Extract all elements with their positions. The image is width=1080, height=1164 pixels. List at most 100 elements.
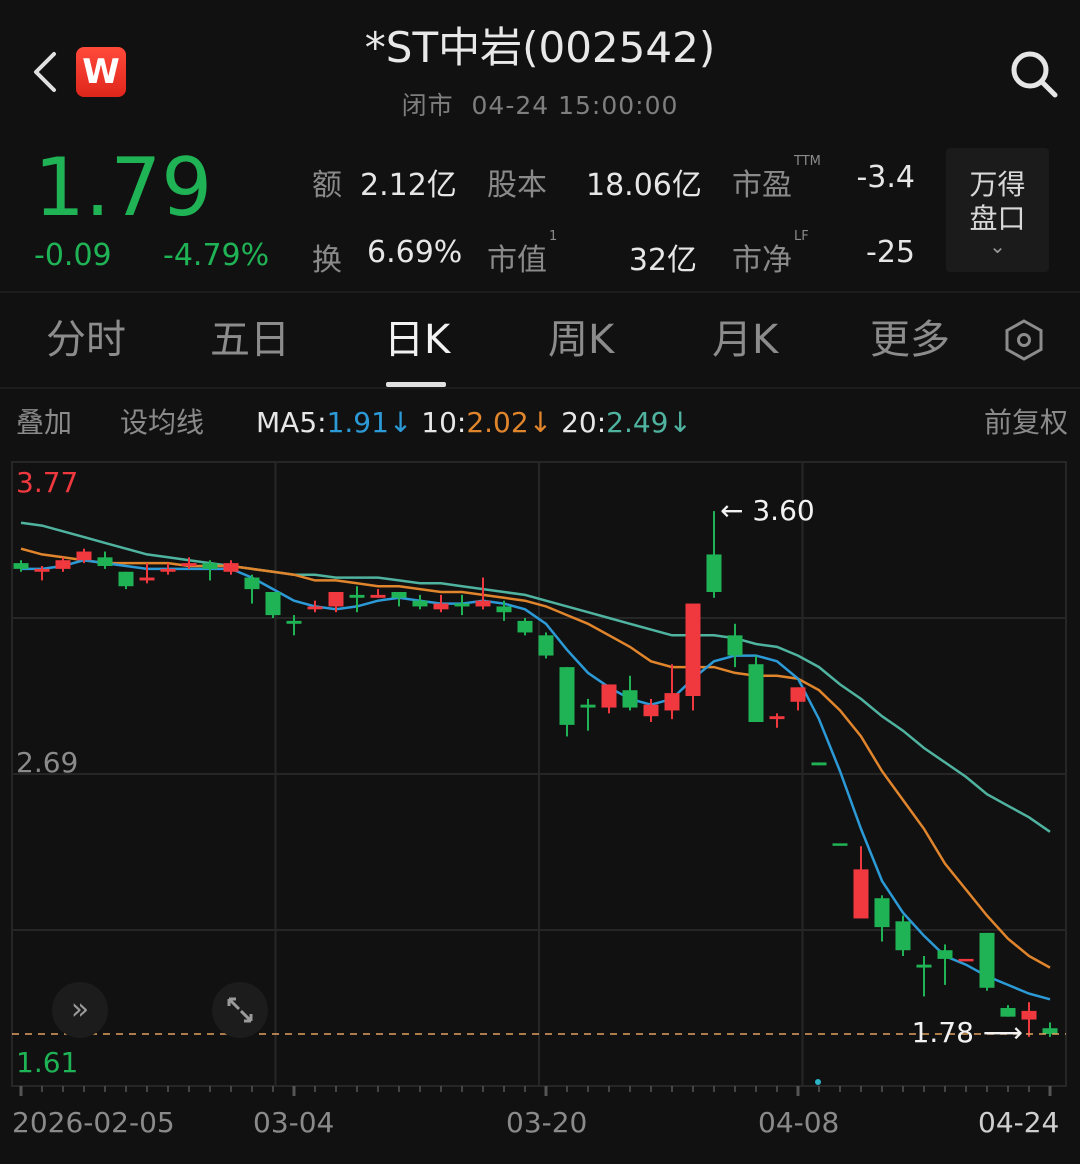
candle [412, 594, 428, 610]
scroll-right-button[interactable]: » [52, 982, 108, 1038]
candle-body [160, 568, 176, 572]
candle-body [34, 568, 50, 572]
wind-logo[interactable]: W [76, 47, 126, 97]
search-icon[interactable] [1008, 48, 1060, 100]
candle-body [265, 592, 281, 616]
ma5-line [21, 558, 1051, 1001]
hexagon-settings-icon[interactable] [1002, 318, 1046, 362]
stat-label-turnover: 换 [312, 243, 342, 278]
candle-body [391, 592, 407, 598]
status-text: 闭市 [401, 91, 454, 120]
divider [0, 291, 1080, 293]
candle [1021, 1002, 1037, 1037]
expand-icon [227, 997, 253, 1023]
candle [1000, 1005, 1016, 1017]
tab-five-day[interactable]: 五日 [210, 317, 290, 363]
candle-body [1000, 1008, 1016, 1017]
candle [13, 560, 29, 572]
tab-daily-k[interactable]: 日K [384, 317, 451, 363]
candle-body [601, 684, 617, 708]
ma5-down-arrow-icon: ↓ [388, 406, 413, 439]
candle [622, 675, 638, 711]
candle [895, 915, 911, 956]
candle [34, 566, 50, 581]
double-chevron-right-icon: » [70, 992, 90, 1027]
tab-monthly-k[interactable]: 月K [712, 317, 779, 363]
candle [391, 592, 407, 607]
candle [979, 932, 995, 991]
candle [118, 571, 134, 590]
set-ma-button[interactable]: 设均线 [120, 406, 205, 439]
candle [916, 956, 932, 997]
candle-body [874, 898, 890, 928]
candle [1042, 1022, 1058, 1037]
candle [76, 548, 92, 564]
candle-body [223, 563, 239, 572]
candle [937, 944, 953, 985]
candle [790, 687, 806, 711]
candle-body [538, 635, 554, 656]
y-mid-label: 2.69 [16, 746, 79, 779]
stat-label-pe: 市盈TTM [732, 154, 821, 204]
active-tab-indicator [386, 382, 446, 387]
candle-body [727, 635, 743, 656]
candle [517, 618, 533, 636]
ma10-label: 10: [421, 406, 467, 439]
stat-value-pb: -25 [866, 235, 915, 270]
candle-body [433, 603, 449, 610]
back-chevron-icon[interactable] [26, 50, 66, 94]
candle-body [664, 693, 680, 711]
stat-label-mktcap: 市值1 [487, 229, 557, 279]
wind-button-line1: 万得 [969, 168, 1026, 201]
stat-value-pe: -3.4 [856, 160, 915, 195]
overlay-button[interactable]: 叠加 [16, 406, 73, 439]
pe-sup: TTM [794, 154, 821, 169]
stat-value-amount: 2.12亿 [360, 168, 457, 203]
wind-orderbook-button[interactable]: 万得 盘口 ⌄ [946, 148, 1049, 272]
candle [139, 563, 155, 584]
candle-body [475, 600, 491, 607]
stat-label-shares: 股本 [487, 168, 547, 203]
candle [181, 557, 197, 569]
candle-body [496, 606, 512, 613]
candle [685, 603, 701, 711]
ma20-value: 2.49 [606, 406, 669, 439]
candle [538, 632, 554, 659]
x-label-start: 2026-02-05 [12, 1106, 175, 1139]
candle-body [916, 964, 932, 968]
high-annotation: ← 3.60 [720, 494, 815, 527]
candle [97, 551, 113, 569]
tab-intraday[interactable]: 分时 [46, 317, 126, 363]
tab-more[interactable]: 更多 [870, 317, 950, 363]
candle [496, 600, 512, 621]
low-annotation: 1.78 ⟶ [912, 1016, 1023, 1049]
candle-body [895, 921, 911, 951]
ma10-value: 2.02 [466, 406, 529, 439]
y-min-label: 1.61 [16, 1046, 79, 1079]
candle-body [853, 869, 869, 919]
ma5-value: 1.91 [326, 406, 389, 439]
y-max-label: 3.77 [16, 466, 79, 499]
candle-body [118, 571, 134, 587]
candle-body [580, 704, 596, 708]
candle-body [769, 716, 785, 720]
divider [0, 387, 1080, 389]
candle [475, 577, 491, 610]
pb-label: 市净 [732, 243, 792, 278]
ma5-label: MA5: [256, 406, 327, 439]
tab-weekly-k[interactable]: 周K [548, 317, 615, 363]
candle [706, 511, 722, 598]
candle-body [832, 843, 848, 846]
adjust-mode-button[interactable]: 前复权 [983, 406, 1068, 439]
candle-body [517, 620, 533, 633]
candle-body [790, 687, 806, 702]
candle [664, 664, 680, 720]
fullscreen-button[interactable] [212, 982, 268, 1038]
x-label: 03-04 [253, 1106, 335, 1139]
candle [202, 560, 218, 581]
candle [601, 684, 617, 714]
candle-body [181, 563, 197, 566]
mktcap-label: 市值 [487, 243, 547, 278]
candle [160, 563, 176, 575]
